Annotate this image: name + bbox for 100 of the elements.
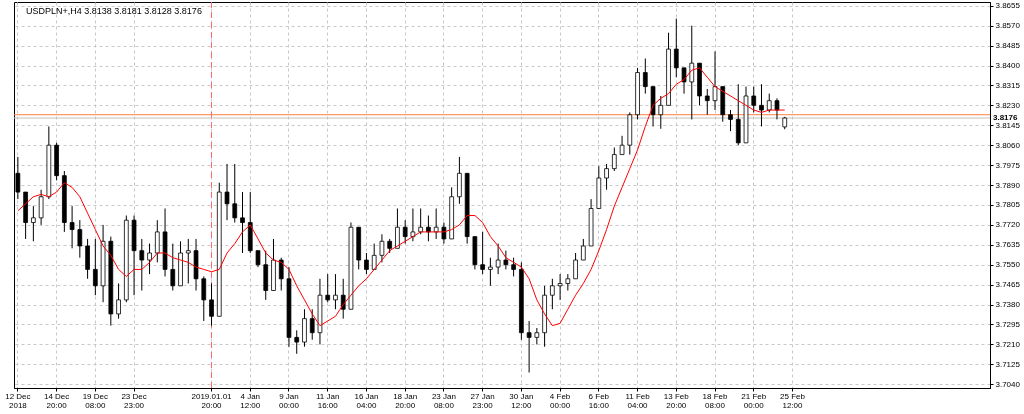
candlestick <box>379 233 385 263</box>
x-tick-label: 16 Jan 04:00 <box>354 391 379 410</box>
x-tick-label: 23 Dec 23:00 <box>121 391 147 410</box>
y-tick-label: 3.7465 <box>995 280 1021 290</box>
y-tick-label: 3.7975 <box>995 160 1021 170</box>
candlestick <box>325 273 331 303</box>
candlestick <box>611 147 617 172</box>
x-tick-label: 23 Jan 08:00 <box>431 391 456 410</box>
y-tick-label: 3.7720 <box>995 220 1021 230</box>
candlestick <box>278 257 284 291</box>
candlestick <box>139 238 145 291</box>
y-tick-label: 3.7295 <box>995 319 1021 329</box>
candlestick <box>581 238 586 261</box>
y-tick-label: 3.7380 <box>995 300 1021 310</box>
x-tick-label: 18 Feb 08:00 <box>702 391 729 410</box>
candlestick <box>681 67 687 95</box>
candlestick <box>557 273 563 301</box>
candlestick <box>511 257 516 277</box>
candlestick <box>340 278 346 320</box>
x-tick-label: 12 Dec 2018 <box>5 391 31 410</box>
x-tick-label: 11 Jan 16:00 <box>316 391 340 410</box>
y-tick-label: 3.7635 <box>995 240 1021 250</box>
candlestick <box>232 163 238 224</box>
candlestick <box>116 282 121 320</box>
x-tick-label: 2019.01.01 20:00 <box>191 391 233 410</box>
candlestick <box>604 163 609 191</box>
x-tick-label: 21 Feb 00:00 <box>741 391 767 410</box>
candlestick <box>728 109 733 132</box>
candlestick <box>224 163 230 221</box>
candlestick <box>751 86 757 113</box>
x-tick-label: 4 Jan 12:00 <box>240 391 261 410</box>
x-tick-label: 18 Jan 20:00 <box>393 391 418 410</box>
candlestick <box>154 219 160 263</box>
y-tick-label: 3.8145 <box>995 120 1021 130</box>
candlestick <box>619 135 625 156</box>
candlestick <box>488 257 493 287</box>
candlestick <box>333 273 338 310</box>
candlestick <box>759 83 764 127</box>
candlestick <box>495 243 501 275</box>
candlestick <box>185 238 191 284</box>
candlestick <box>309 308 315 341</box>
candlestick <box>503 250 509 270</box>
candlestick <box>410 207 416 242</box>
ref-line-label: 3.8176 <box>993 113 1019 123</box>
candlestick <box>774 97 780 120</box>
x-tick-label: 13 Feb 20:00 <box>663 391 690 410</box>
candlestick <box>766 93 772 113</box>
x-tick-label: 19 Dec 08:00 <box>82 391 109 410</box>
candlestick <box>85 238 90 280</box>
candlestick <box>704 88 710 116</box>
candlestick <box>302 308 307 348</box>
y-tick-label: 3.7550 <box>995 260 1021 270</box>
candlestick <box>77 219 83 259</box>
candlestick <box>69 205 75 249</box>
candlestick <box>526 320 532 374</box>
x-tick-label: 25 Feb 12:00 <box>780 391 806 410</box>
x-tick-label: 6 Feb 16:00 <box>588 391 610 410</box>
candlestick <box>658 95 664 130</box>
candlestick <box>294 329 300 355</box>
chart-title: USDPLN+,H4 3.8138 3.8181 3.8128 3.8176 <box>26 5 202 16</box>
candlestick <box>209 282 214 327</box>
y-tick-label: 3.8485 <box>995 41 1021 51</box>
candlestick <box>240 191 245 254</box>
candlestick <box>689 25 695 120</box>
y-tick-label: 3.8400 <box>995 61 1021 71</box>
candlestick <box>31 205 36 242</box>
candlestick <box>441 222 447 245</box>
candlestick <box>147 243 152 275</box>
candlestick <box>550 278 555 310</box>
candlestick <box>457 156 462 205</box>
candlestick <box>735 83 741 146</box>
candlestick <box>364 252 369 275</box>
candlestick <box>201 275 207 322</box>
candlestick <box>480 231 485 275</box>
x-tick-label: 4 Feb 00:00 <box>549 391 571 410</box>
candlestick <box>395 207 400 249</box>
x-tick-label: 11 Feb 04:00 <box>625 391 651 410</box>
candlestick <box>534 327 540 345</box>
candlestick <box>93 238 98 296</box>
candlestick <box>38 189 44 226</box>
y-tick-label: 3.8655 <box>995 1 1021 11</box>
y-tick-label: 3.8315 <box>995 80 1021 90</box>
x-tick-label: 27 Jan 23:00 <box>470 391 495 410</box>
y-tick-label: 3.8060 <box>995 140 1021 150</box>
y-tick-label: 3.7210 <box>995 339 1021 349</box>
y-tick-label: 3.7040 <box>995 379 1021 389</box>
candlestick <box>170 243 176 291</box>
candlestick <box>642 57 648 95</box>
y-tick-label: 3.7125 <box>995 359 1021 369</box>
x-tick-label: 14 Dec 20:00 <box>43 391 70 410</box>
candlestick <box>712 50 718 111</box>
y-tick-label: 3.7805 <box>995 200 1021 210</box>
x-tick-label: 9 Jan 00:00 <box>278 391 300 410</box>
y-tick-label: 3.8570 <box>995 21 1021 31</box>
candlestick <box>371 243 377 270</box>
candlestick <box>402 219 408 245</box>
x-tick-label: 30 Jan 12:00 <box>509 391 534 410</box>
candlestick <box>573 252 578 280</box>
y-tick-label: 3.7890 <box>995 180 1021 190</box>
candlestick <box>673 18 679 78</box>
